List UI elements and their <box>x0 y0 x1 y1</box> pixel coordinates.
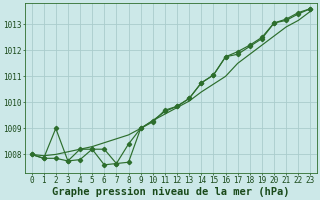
X-axis label: Graphe pression niveau de la mer (hPa): Graphe pression niveau de la mer (hPa) <box>52 186 290 197</box>
